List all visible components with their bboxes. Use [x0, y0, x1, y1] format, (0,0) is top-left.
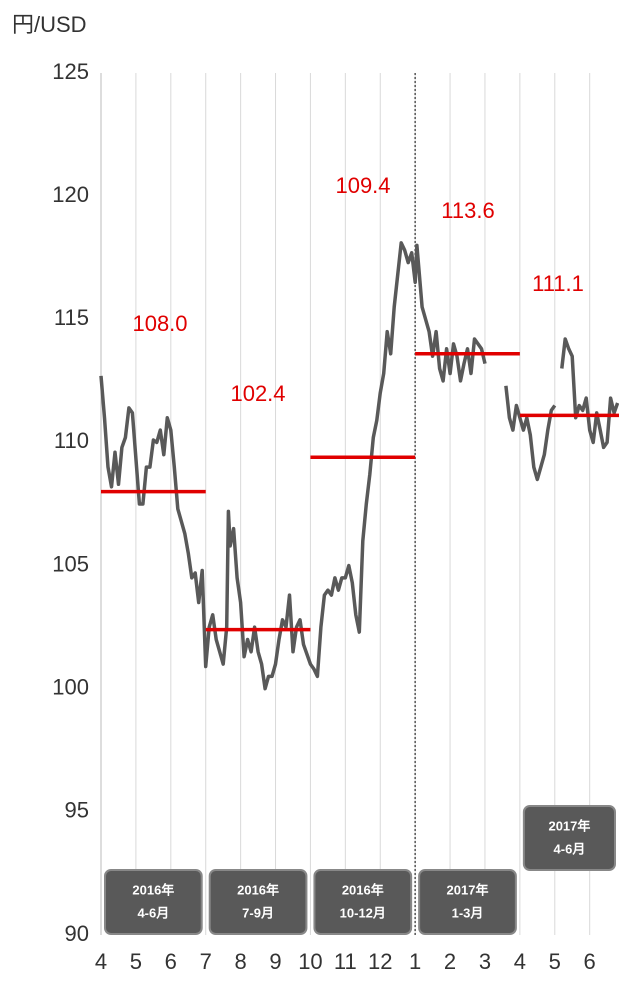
x-tick-label: 2 — [444, 949, 456, 974]
quarter-year: 2016年 — [342, 882, 384, 897]
y-axis-label: 円/USD — [12, 12, 87, 37]
y-tick-label: 95 — [65, 798, 89, 823]
quarter-year: 2016年 — [237, 882, 279, 897]
y-tick-label: 115 — [54, 305, 89, 330]
quarter-year: 2017年 — [548, 818, 590, 833]
x-tick-label: 4 — [514, 949, 526, 974]
y-tick-label: 100 — [52, 675, 89, 700]
quarter-months: 4-6月 — [137, 905, 169, 920]
quarter-box — [522, 805, 616, 871]
x-tick-label: 4 — [95, 949, 107, 974]
quarter-months: 1-3月 — [452, 905, 484, 920]
quarter-months: 10-12月 — [340, 905, 386, 920]
quarter-year: 2016年 — [132, 882, 174, 897]
y-tick-label: 110 — [54, 428, 89, 453]
y-tick-label: 90 — [65, 921, 89, 946]
x-tick-label: 9 — [269, 949, 281, 974]
x-tick-label: 6 — [584, 949, 596, 974]
x-tick-label: 6 — [165, 949, 177, 974]
price-line — [99, 241, 619, 691]
x-tick-label: 8 — [234, 949, 246, 974]
y-tick-label: 120 — [52, 182, 89, 207]
average-label: 109.4 — [335, 173, 390, 198]
x-tick-label: 7 — [200, 949, 212, 974]
quarter-box — [104, 869, 203, 935]
x-tick-label: 5 — [130, 949, 142, 974]
quarter-box — [313, 869, 413, 935]
average-label: 108.0 — [132, 311, 187, 336]
x-tick-label: 3 — [479, 949, 491, 974]
quarter-box — [418, 869, 517, 935]
y-tick-label: 105 — [52, 551, 89, 576]
quarter-year: 2017年 — [447, 882, 489, 897]
average-label: 111.1 — [532, 271, 584, 296]
quarter-box — [208, 869, 308, 935]
x-tick-label: 12 — [368, 949, 392, 974]
x-tick-label: 1 — [409, 949, 421, 974]
x-tick-label: 11 — [334, 949, 357, 974]
y-tick-label: 125 — [52, 59, 89, 84]
average-label: 102.4 — [230, 381, 285, 406]
x-tick-label: 5 — [549, 949, 561, 974]
average-label: 113.6 — [441, 198, 494, 223]
quarter-months: 4-6月 — [554, 841, 586, 856]
quarter-months: 7-9月 — [242, 905, 274, 920]
x-tick-label: 10 — [298, 949, 322, 974]
